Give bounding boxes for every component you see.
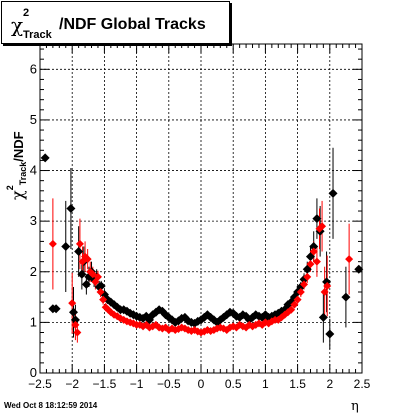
data-point-red [293, 295, 302, 304]
x-tick-label: 0.5 [225, 377, 242, 391]
ylabel-superscript: 2 [5, 185, 15, 191]
y-tick-label: 1 [30, 314, 37, 329]
data-point-red [345, 255, 354, 264]
x-axis-label: η [351, 399, 359, 414]
ylabel-chi: χ [8, 190, 27, 200]
data-point-black [81, 279, 91, 289]
data-point-black [96, 281, 106, 291]
x-tick-label: 0 [198, 377, 205, 391]
data-point-red [96, 288, 105, 297]
x-tick-label: 1.5 [289, 377, 306, 391]
data-point-red [290, 300, 299, 309]
data-point-red [71, 320, 80, 329]
title-superscript: 2 [23, 7, 30, 19]
data-point-black [318, 312, 328, 322]
data-point-black [70, 315, 80, 325]
axis-ticks [39, 44, 363, 374]
data-point-black [61, 241, 71, 251]
data-point-black [354, 264, 364, 274]
data-point-black [305, 252, 315, 262]
data-point-red [318, 222, 327, 231]
data-point-black [309, 241, 319, 251]
grid-lines [40, 44, 362, 373]
data-point-red [320, 288, 329, 297]
x-tick-label: 2.5 [354, 377, 371, 391]
data-point-black [68, 307, 78, 317]
data-point-red [73, 328, 82, 337]
x-tick-label: −0.5 [157, 377, 181, 391]
x-tick-label: 1 [262, 377, 269, 391]
data-point-black [325, 329, 335, 339]
data-point-black [51, 304, 61, 314]
data-point-red [323, 281, 332, 290]
data-point-red [68, 299, 77, 308]
data-point-black [74, 247, 84, 257]
data-point-red [296, 288, 305, 297]
data-point-red [306, 260, 315, 269]
ylabel-rest: /NDF [11, 131, 26, 162]
data-point-red [312, 257, 321, 266]
data-point-black [328, 188, 338, 198]
data-point-black [341, 292, 351, 302]
timestamp: Wed Oct 8 18:12:59 2014 [4, 401, 98, 410]
data-markers [40, 153, 364, 339]
data-point-black [40, 153, 50, 163]
title-box: χ 2 Track /NDF Global Tracks [1, 1, 230, 44]
data-point-red [48, 239, 57, 248]
title-rest: /NDF Global Tracks [59, 16, 206, 33]
title-chi: χ [11, 13, 24, 37]
data-point-black [77, 269, 87, 279]
data-point-black [312, 214, 322, 224]
title-subscript: Track [23, 29, 52, 41]
y-axis-label: χ2Track/NDF [5, 130, 45, 200]
y-tick-label: 2 [30, 264, 37, 279]
data-point-red [303, 272, 312, 281]
data-point-red [83, 255, 92, 264]
data-point-red [99, 295, 108, 304]
data-point-red [300, 280, 309, 289]
y-tick-label: 6 [30, 61, 37, 76]
data-point-black [66, 204, 76, 213]
x-tick-label: −2.5 [28, 377, 52, 391]
data-point-red [93, 272, 102, 281]
y-tick-label: 0 [30, 365, 37, 380]
y-tick-label: 3 [30, 213, 37, 228]
x-tick-label: −1.5 [93, 377, 117, 391]
data-point-red [287, 305, 296, 314]
y-tick-label: 5 [30, 112, 37, 127]
x-tick-label: 2 [326, 377, 333, 391]
x-tick-label: −2 [65, 377, 79, 391]
ylabel-subscript: Track [18, 161, 28, 186]
data-point-red [309, 247, 318, 256]
tick-labels: −2.5 −2 −1.5 −1 −0.5 0 0.5 1 1.5 2 2.5 0 1 2 3 4 5 6 [28, 61, 371, 391]
data-point-red [75, 239, 84, 248]
y-tick-label: 4 [30, 163, 37, 178]
x-tick-label: −1 [130, 377, 144, 391]
